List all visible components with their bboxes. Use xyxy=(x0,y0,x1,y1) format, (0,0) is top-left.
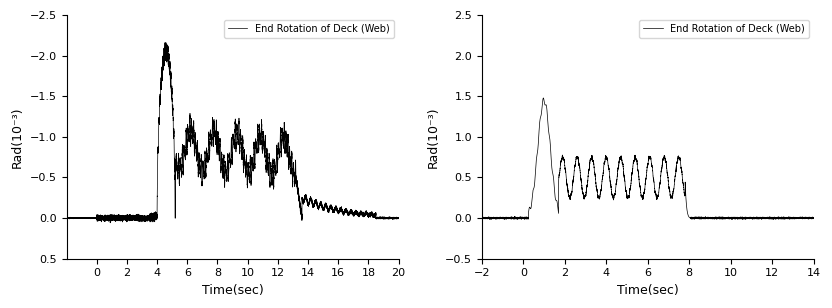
Legend: End Rotation of Deck (Web): End Rotation of Deck (Web) xyxy=(224,20,394,38)
X-axis label: Time(sec): Time(sec) xyxy=(617,284,679,297)
X-axis label: Time(sec): Time(sec) xyxy=(201,284,264,297)
Legend: End Rotation of Deck (Web): End Rotation of Deck (Web) xyxy=(639,20,809,38)
Y-axis label: Rad(10⁻³): Rad(10⁻³) xyxy=(427,106,439,168)
Y-axis label: Rad(10⁻³): Rad(10⁻³) xyxy=(11,106,24,168)
